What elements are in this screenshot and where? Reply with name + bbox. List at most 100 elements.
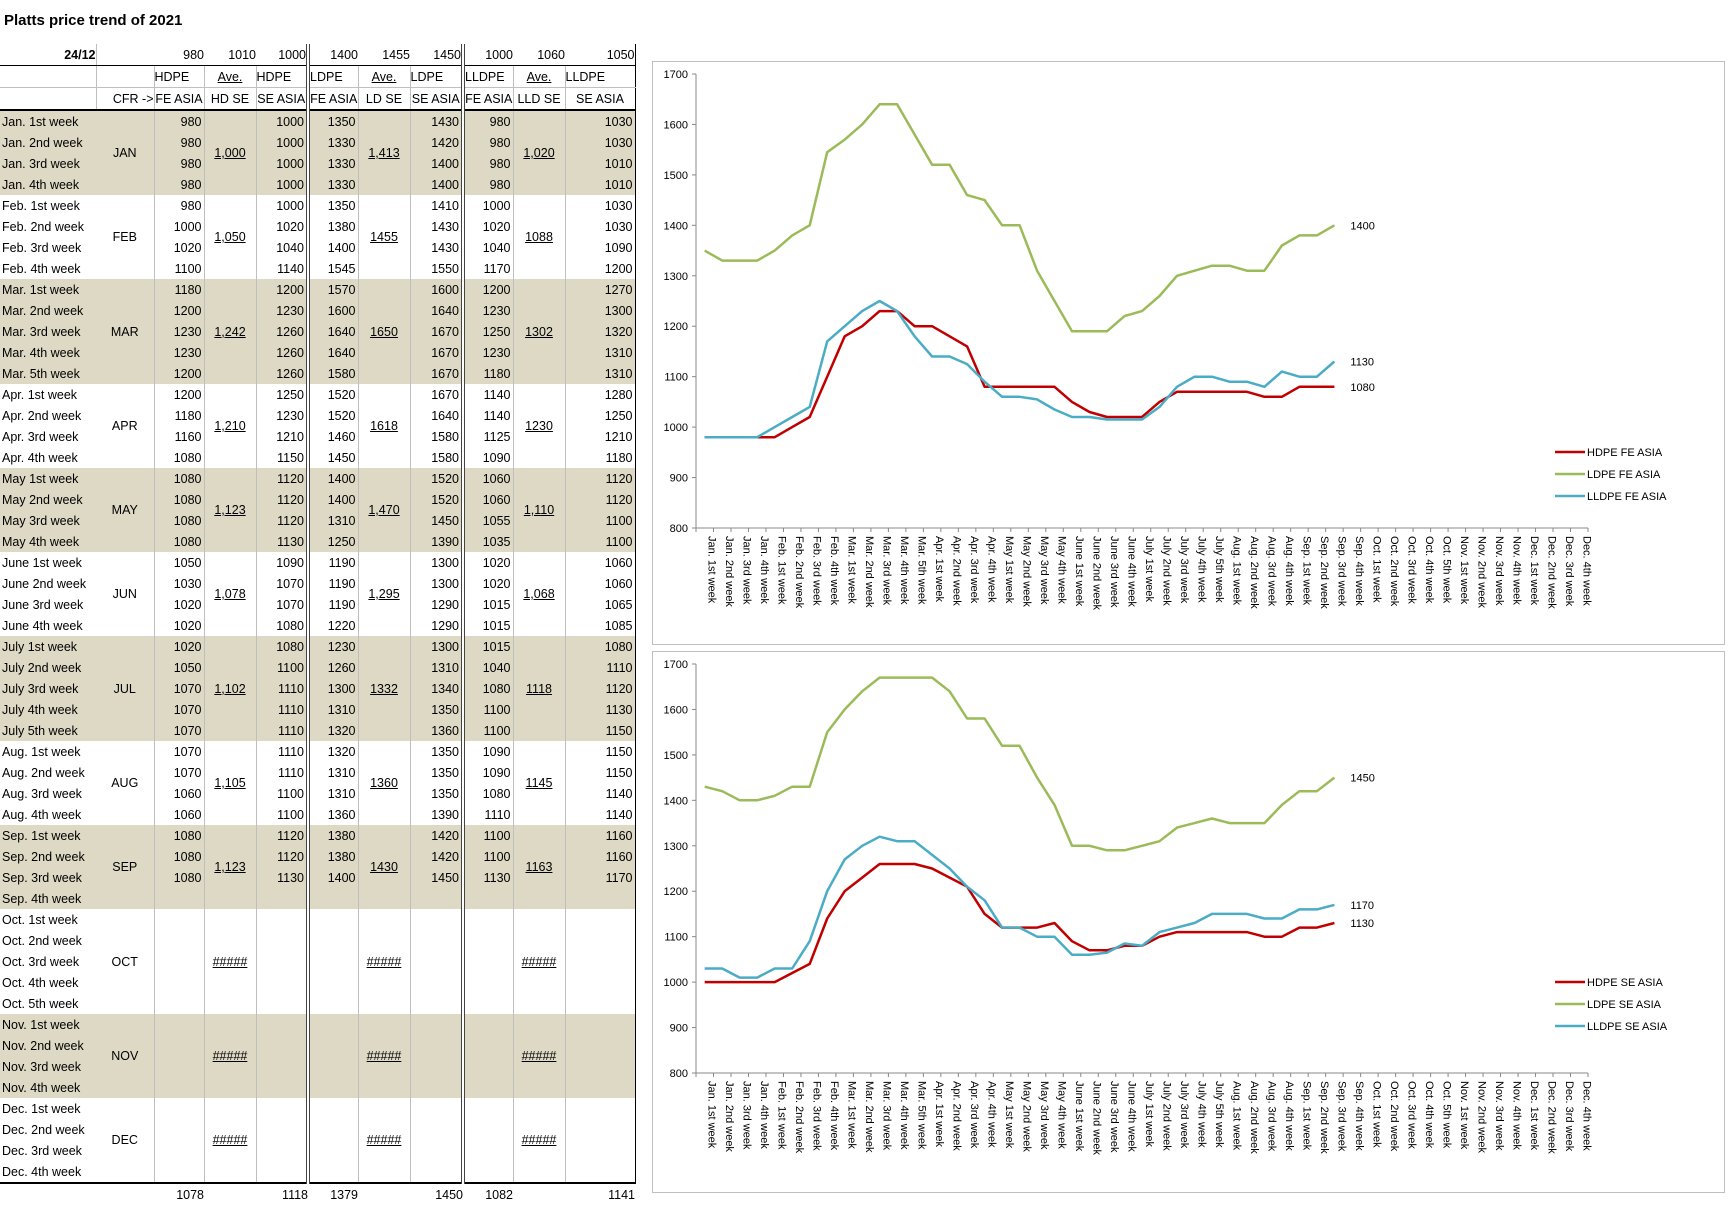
hd-avg-value: 1,123 xyxy=(204,468,257,552)
lldpe-fe-value xyxy=(461,1035,514,1056)
hdpe-se-value xyxy=(256,1161,309,1183)
x-tick-label: Nov. 3rd week xyxy=(1493,1081,1505,1151)
x-tick-label: Dec. 3rd week xyxy=(1563,1081,1575,1152)
ldpe-fe-value: 1320 xyxy=(306,741,359,762)
x-tick-label: Apr. 2nd week xyxy=(951,536,963,606)
x-tick-label: Nov. 3rd week xyxy=(1493,536,1505,606)
week-label: July 1st week xyxy=(0,636,96,657)
ldpe-se-value: 1350 xyxy=(410,741,464,762)
x-tick-label: Mar. 2nd week xyxy=(863,1081,875,1153)
x-tick-label: Jan. 4th week xyxy=(758,1081,770,1149)
ldpe-fe-value: 1350 xyxy=(306,110,359,132)
hdpe-fe-value xyxy=(154,1119,205,1140)
lldpe-fe-value: 1015 xyxy=(461,615,514,636)
hdpe-se-value: 1250 xyxy=(256,384,309,405)
x-tick-label: May 4th week xyxy=(1056,536,1068,604)
hdpe-fe-value: 1080 xyxy=(154,510,205,531)
hdpe-fe-value xyxy=(154,930,205,951)
x-tick-label: June 3rd week xyxy=(1108,1081,1120,1153)
hdpe-fe-value: 1000 xyxy=(154,216,205,237)
legend-label: LDPE FE ASIA xyxy=(1587,469,1661,481)
x-tick-label: June 2nd week xyxy=(1091,536,1103,610)
y-tick-label: 1000 xyxy=(664,422,688,434)
lldpe-fe-value: 1020 xyxy=(461,216,514,237)
week-label: Sep. 2nd week xyxy=(0,846,96,867)
x-tick-label: Aug. 1st week xyxy=(1230,1081,1242,1151)
x-tick-label: Nov. 2nd week xyxy=(1475,536,1487,608)
x-tick-label: Sep. 3rd week xyxy=(1335,536,1347,607)
week-label: Nov. 3rd week xyxy=(0,1056,96,1077)
lldpe-se-value: 1270 xyxy=(565,279,636,300)
hdpe-se-value: 1110 xyxy=(256,741,309,762)
lldpe-fe-value: 1080 xyxy=(461,678,514,699)
week-label: June 4th week xyxy=(2,618,83,633)
column-header: FE ASIA xyxy=(461,87,514,111)
hdpe-se-value: 1000 xyxy=(256,132,309,153)
x-tick-label: Nov. 1st week xyxy=(1458,1081,1470,1150)
ldpe-se-value: 1670 xyxy=(410,342,464,363)
hdpe-se-value xyxy=(256,1119,309,1140)
x-tick-label: Dec. 3rd week xyxy=(1563,536,1575,607)
chart-se-asia-svg: 800 900 1000 1100 1200 1300 1400 1500 1600 1700 Ja… xyxy=(664,659,1668,1155)
ldpe-fe-value: 1450 xyxy=(306,447,359,468)
x-tick-label: June 2nd week xyxy=(1091,1081,1103,1155)
hdpe-se-value: 1200 xyxy=(256,279,309,300)
week-label: July 3rd week xyxy=(0,678,96,699)
y-tick-label: 1200 xyxy=(664,321,688,333)
x-tick-label: June 1st week xyxy=(1073,536,1085,607)
lldpe-se-value xyxy=(565,1119,636,1140)
hdpe-se-value: 1150 xyxy=(256,447,309,468)
sheet-title: Platts price trend of 2021 xyxy=(4,12,183,29)
lldpe-se-value xyxy=(565,1161,636,1183)
lldpe-se-value: 1120 xyxy=(565,489,636,510)
x-tick-label: May 3rd week xyxy=(1038,1081,1050,1150)
ldpe-se-value: 1410 xyxy=(410,195,464,216)
lld-avg-value: ##### xyxy=(513,1098,566,1183)
column-header: LDPE xyxy=(410,65,464,88)
lldpe-fe-value xyxy=(461,888,514,909)
column-header: SE ASIA xyxy=(256,87,309,111)
ldpe-se-value: 1600 xyxy=(410,279,464,300)
bottom-value-cell xyxy=(204,1182,256,1205)
top-value-cell: 1455 xyxy=(358,44,410,66)
hdpe-fe-value: 980 xyxy=(154,195,205,216)
top-value-cell: 1010 xyxy=(204,44,256,66)
lldpe-se-value: 1065 xyxy=(565,594,636,615)
lldpe-se-value: 1210 xyxy=(565,426,636,447)
ldpe-fe-value: 1380 xyxy=(306,825,359,846)
ld-avg-value: ##### xyxy=(358,909,411,1014)
lldpe-fe-value: 1060 xyxy=(461,489,514,510)
hdpe-fe-value: 1070 xyxy=(154,699,205,720)
hd-avg-value: 1,105 xyxy=(204,741,257,825)
y-tick-label: 1600 xyxy=(664,704,688,716)
ldpe-fe-value: 1380 xyxy=(306,216,359,237)
x-tick-label: Feb. 1st week xyxy=(776,536,788,605)
week-label: May 1st week xyxy=(0,468,96,489)
chart-se-asia: 800 900 1000 1100 1200 1300 1400 1500 1600 1700 Ja… xyxy=(652,651,1725,1193)
x-tick-label: Mar. 3rd week xyxy=(881,536,893,606)
bottom-value-cell: 1078 xyxy=(154,1182,204,1205)
x-tick-label: July 1st week xyxy=(1143,536,1155,603)
ld-avg-value: 1,413 xyxy=(358,110,411,195)
lldpe-se-value xyxy=(565,951,636,972)
ldpe-fe-value: 1310 xyxy=(306,762,359,783)
x-tick-label: June 1st week xyxy=(1073,1081,1085,1152)
ldpe-se-value xyxy=(410,909,464,930)
lldpe-fe-value: 1040 xyxy=(461,657,514,678)
y-tick-label: 1000 xyxy=(664,977,688,989)
lldpe-se-value: 1200 xyxy=(565,258,636,279)
ldpe-fe-value: 1640 xyxy=(306,321,359,342)
ldpe-fe-value xyxy=(306,1161,359,1183)
lldpe-se-value xyxy=(565,1098,636,1119)
week-label: Mar. 3rd week xyxy=(0,321,96,342)
x-tick-label: July 2nd week xyxy=(1160,1081,1172,1151)
column-header: LLDPE xyxy=(461,65,514,88)
lldpe-se-value: 1170 xyxy=(565,867,636,888)
x-tick-label: Mar. 5th week xyxy=(916,536,928,605)
column-header: SE ASIA xyxy=(565,87,636,111)
week-label: May 3rd week xyxy=(0,510,96,531)
hdpe-fe-value: 1060 xyxy=(154,783,205,804)
ldpe-fe-value: 1380 xyxy=(306,846,359,867)
hdpe-se-value xyxy=(256,1056,309,1077)
x-tick-label: Aug. 3rd week xyxy=(1265,1081,1277,1152)
